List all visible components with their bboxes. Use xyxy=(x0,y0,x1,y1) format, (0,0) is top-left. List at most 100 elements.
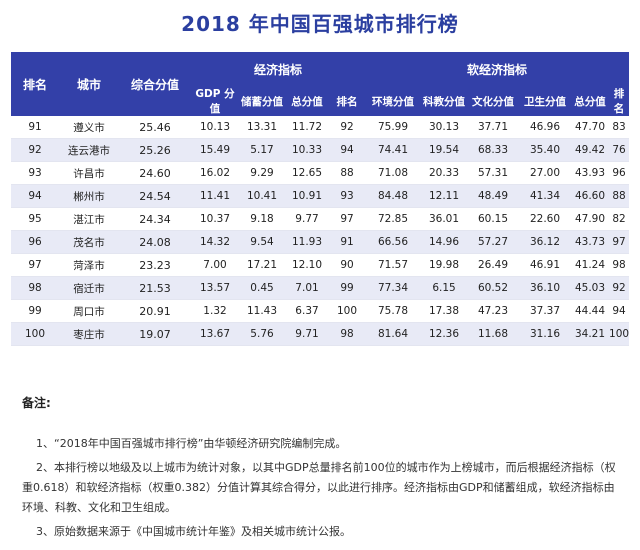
subheader-cell: 排名 xyxy=(329,86,366,116)
table-cell: 19.54 xyxy=(421,138,468,162)
table-cell: 30.13 xyxy=(421,116,468,139)
table-cell: 60.15 xyxy=(467,207,520,231)
city-cell: 周口市 xyxy=(59,299,119,323)
table-cell: 93 xyxy=(329,184,366,208)
table-cell: 100 xyxy=(11,322,59,346)
table-cell: 24.60 xyxy=(119,161,191,185)
note-item: 2、本排行榜以地级及以上城市为统计对象，以其中GDP总量排名前100位的城市作为… xyxy=(22,461,616,514)
table-row: 92 连云港市 25.26 15.49 5.17 10.33 94 74.41 19.54 68.… xyxy=(11,138,630,162)
table-cell: 10.33 xyxy=(285,138,329,162)
table-cell: 100 xyxy=(329,299,366,323)
table-cell: 92 xyxy=(609,276,630,300)
table-cell: 37.71 xyxy=(467,116,520,139)
table-cell: 9.54 xyxy=(239,230,285,254)
table-row: 95 湛江市 24.34 10.37 9.18 9.77 97 72.85 36.01 60.15… xyxy=(11,207,630,231)
table-cell: 43.73 xyxy=(571,230,610,254)
table-cell: 81.64 xyxy=(365,322,422,346)
table-cell: 41.34 xyxy=(519,184,572,208)
table-cell: 27.00 xyxy=(519,161,572,185)
table-cell: 10.91 xyxy=(285,184,329,208)
table-cell: 68.33 xyxy=(467,138,520,162)
table-row: 93 许昌市 24.60 16.02 9.29 12.65 88 71.08 20.33 57.3… xyxy=(11,161,630,185)
table-row: 99 周口市 20.91 1.32 11.43 6.37 100 75.78 17.38 47.2… xyxy=(11,299,630,323)
table-cell: 12.11 xyxy=(421,184,468,208)
table-cell: 36.10 xyxy=(519,276,572,300)
table-cell: 84.48 xyxy=(365,184,422,208)
table-cell: 49.42 xyxy=(571,138,610,162)
table-cell: 60.52 xyxy=(467,276,520,300)
table-row: 94 郴州市 24.54 11.41 10.41 10.91 93 84.48 12.11 48.… xyxy=(11,184,630,208)
city-cell: 湛江市 xyxy=(59,207,119,231)
subheader-cell: 总分值 xyxy=(285,86,329,116)
table-cell: 16.02 xyxy=(191,161,239,185)
table-cell: 74.41 xyxy=(365,138,422,162)
city-cell: 遵义市 xyxy=(59,116,119,139)
table-cell: 36.01 xyxy=(421,207,468,231)
table-cell: 94 xyxy=(11,184,59,208)
table-cell: 0.45 xyxy=(239,276,285,300)
table-cell: 45.03 xyxy=(571,276,610,300)
table-row: 100 枣庄市 19.07 13.67 5.76 9.71 98 81.64 12.36 11.6… xyxy=(11,322,629,346)
table-cell: 7.01 xyxy=(285,276,329,300)
header-rank: 排名 xyxy=(11,52,59,116)
table-cell: 9.71 xyxy=(285,322,329,346)
table-cell: 92 xyxy=(329,116,366,139)
table-cell: 92 xyxy=(11,138,59,162)
table-cell: 95 xyxy=(11,207,59,231)
table-cell: 43.93 xyxy=(571,161,610,185)
table-cell: 11.72 xyxy=(285,116,329,139)
table-cell: 94 xyxy=(329,138,366,162)
subheader-cell: 文化分值 xyxy=(467,86,520,116)
table-cell: 76 xyxy=(609,138,630,162)
header-city: 城市 xyxy=(59,52,119,116)
city-cell: 菏泽市 xyxy=(59,253,119,277)
table-cell: 46.96 xyxy=(519,116,572,139)
table-cell: 1.32 xyxy=(191,299,239,323)
table-cell: 20.33 xyxy=(421,161,468,185)
table-cell: 88 xyxy=(329,161,366,185)
table-cell: 9.77 xyxy=(285,207,329,231)
header-soft-group: 软经济指标 xyxy=(365,52,630,86)
note-item: 3、原始数据来源于《中国城市统计年鉴》及相关城市统计公报。 xyxy=(36,525,351,538)
table-cell: 24.54 xyxy=(119,184,191,208)
page-title: 2018 年中国百强城市排行榜 xyxy=(181,12,459,36)
city-cell: 连云港市 xyxy=(59,138,119,162)
table-cell: 96 xyxy=(11,230,59,254)
table-body: 91 遵义市 25.46 10.13 13.31 11.72 92 75.99 30.13 37.… xyxy=(11,116,629,346)
subheader-cell: 总分值 xyxy=(571,86,610,116)
table-cell: 22.60 xyxy=(519,207,572,231)
table-cell: 98 xyxy=(11,276,59,300)
table-cell: 91 xyxy=(329,230,366,254)
table-cell: 82 xyxy=(609,207,630,231)
table-cell: 11.41 xyxy=(191,184,239,208)
table-cell: 17.21 xyxy=(239,253,285,277)
table-cell: 47.70 xyxy=(571,116,610,139)
table-cell: 35.40 xyxy=(519,138,572,162)
notes: 1、“2018年中国百强城市排行榜”由华顿经济研究院编制完成。 2、本排行榜以地… xyxy=(22,434,622,546)
table-cell: 66.56 xyxy=(365,230,422,254)
subheader-cell: 卫生分值 xyxy=(519,86,572,116)
table-cell: 13.57 xyxy=(191,276,239,300)
table-cell: 25.46 xyxy=(119,116,191,139)
table-cell: 6.37 xyxy=(285,299,329,323)
table-cell: 57.27 xyxy=(467,230,520,254)
notes-title: 备注: xyxy=(22,396,51,410)
table-cell: 99 xyxy=(329,276,366,300)
table-cell: 11.43 xyxy=(239,299,285,323)
table-cell: 20.91 xyxy=(119,299,191,323)
city-cell: 许昌市 xyxy=(59,161,119,185)
table-cell: 46.60 xyxy=(571,184,610,208)
table-cell: 31.16 xyxy=(519,322,572,346)
table-cell: 19.98 xyxy=(421,253,468,277)
table-cell: 44.44 xyxy=(571,299,610,323)
table-cell: 71.08 xyxy=(365,161,422,185)
table-cell: 13.67 xyxy=(191,322,239,346)
subheader-cell: 环境分值 xyxy=(365,86,422,116)
table-cell: 75.99 xyxy=(365,116,422,139)
table-cell: 21.53 xyxy=(119,276,191,300)
table-cell: 97 xyxy=(609,230,630,254)
table-cell: 88 xyxy=(609,184,630,208)
city-cell: 枣庄市 xyxy=(59,322,119,346)
table-cell: 77.34 xyxy=(365,276,422,300)
table-cell: 98 xyxy=(329,322,366,346)
